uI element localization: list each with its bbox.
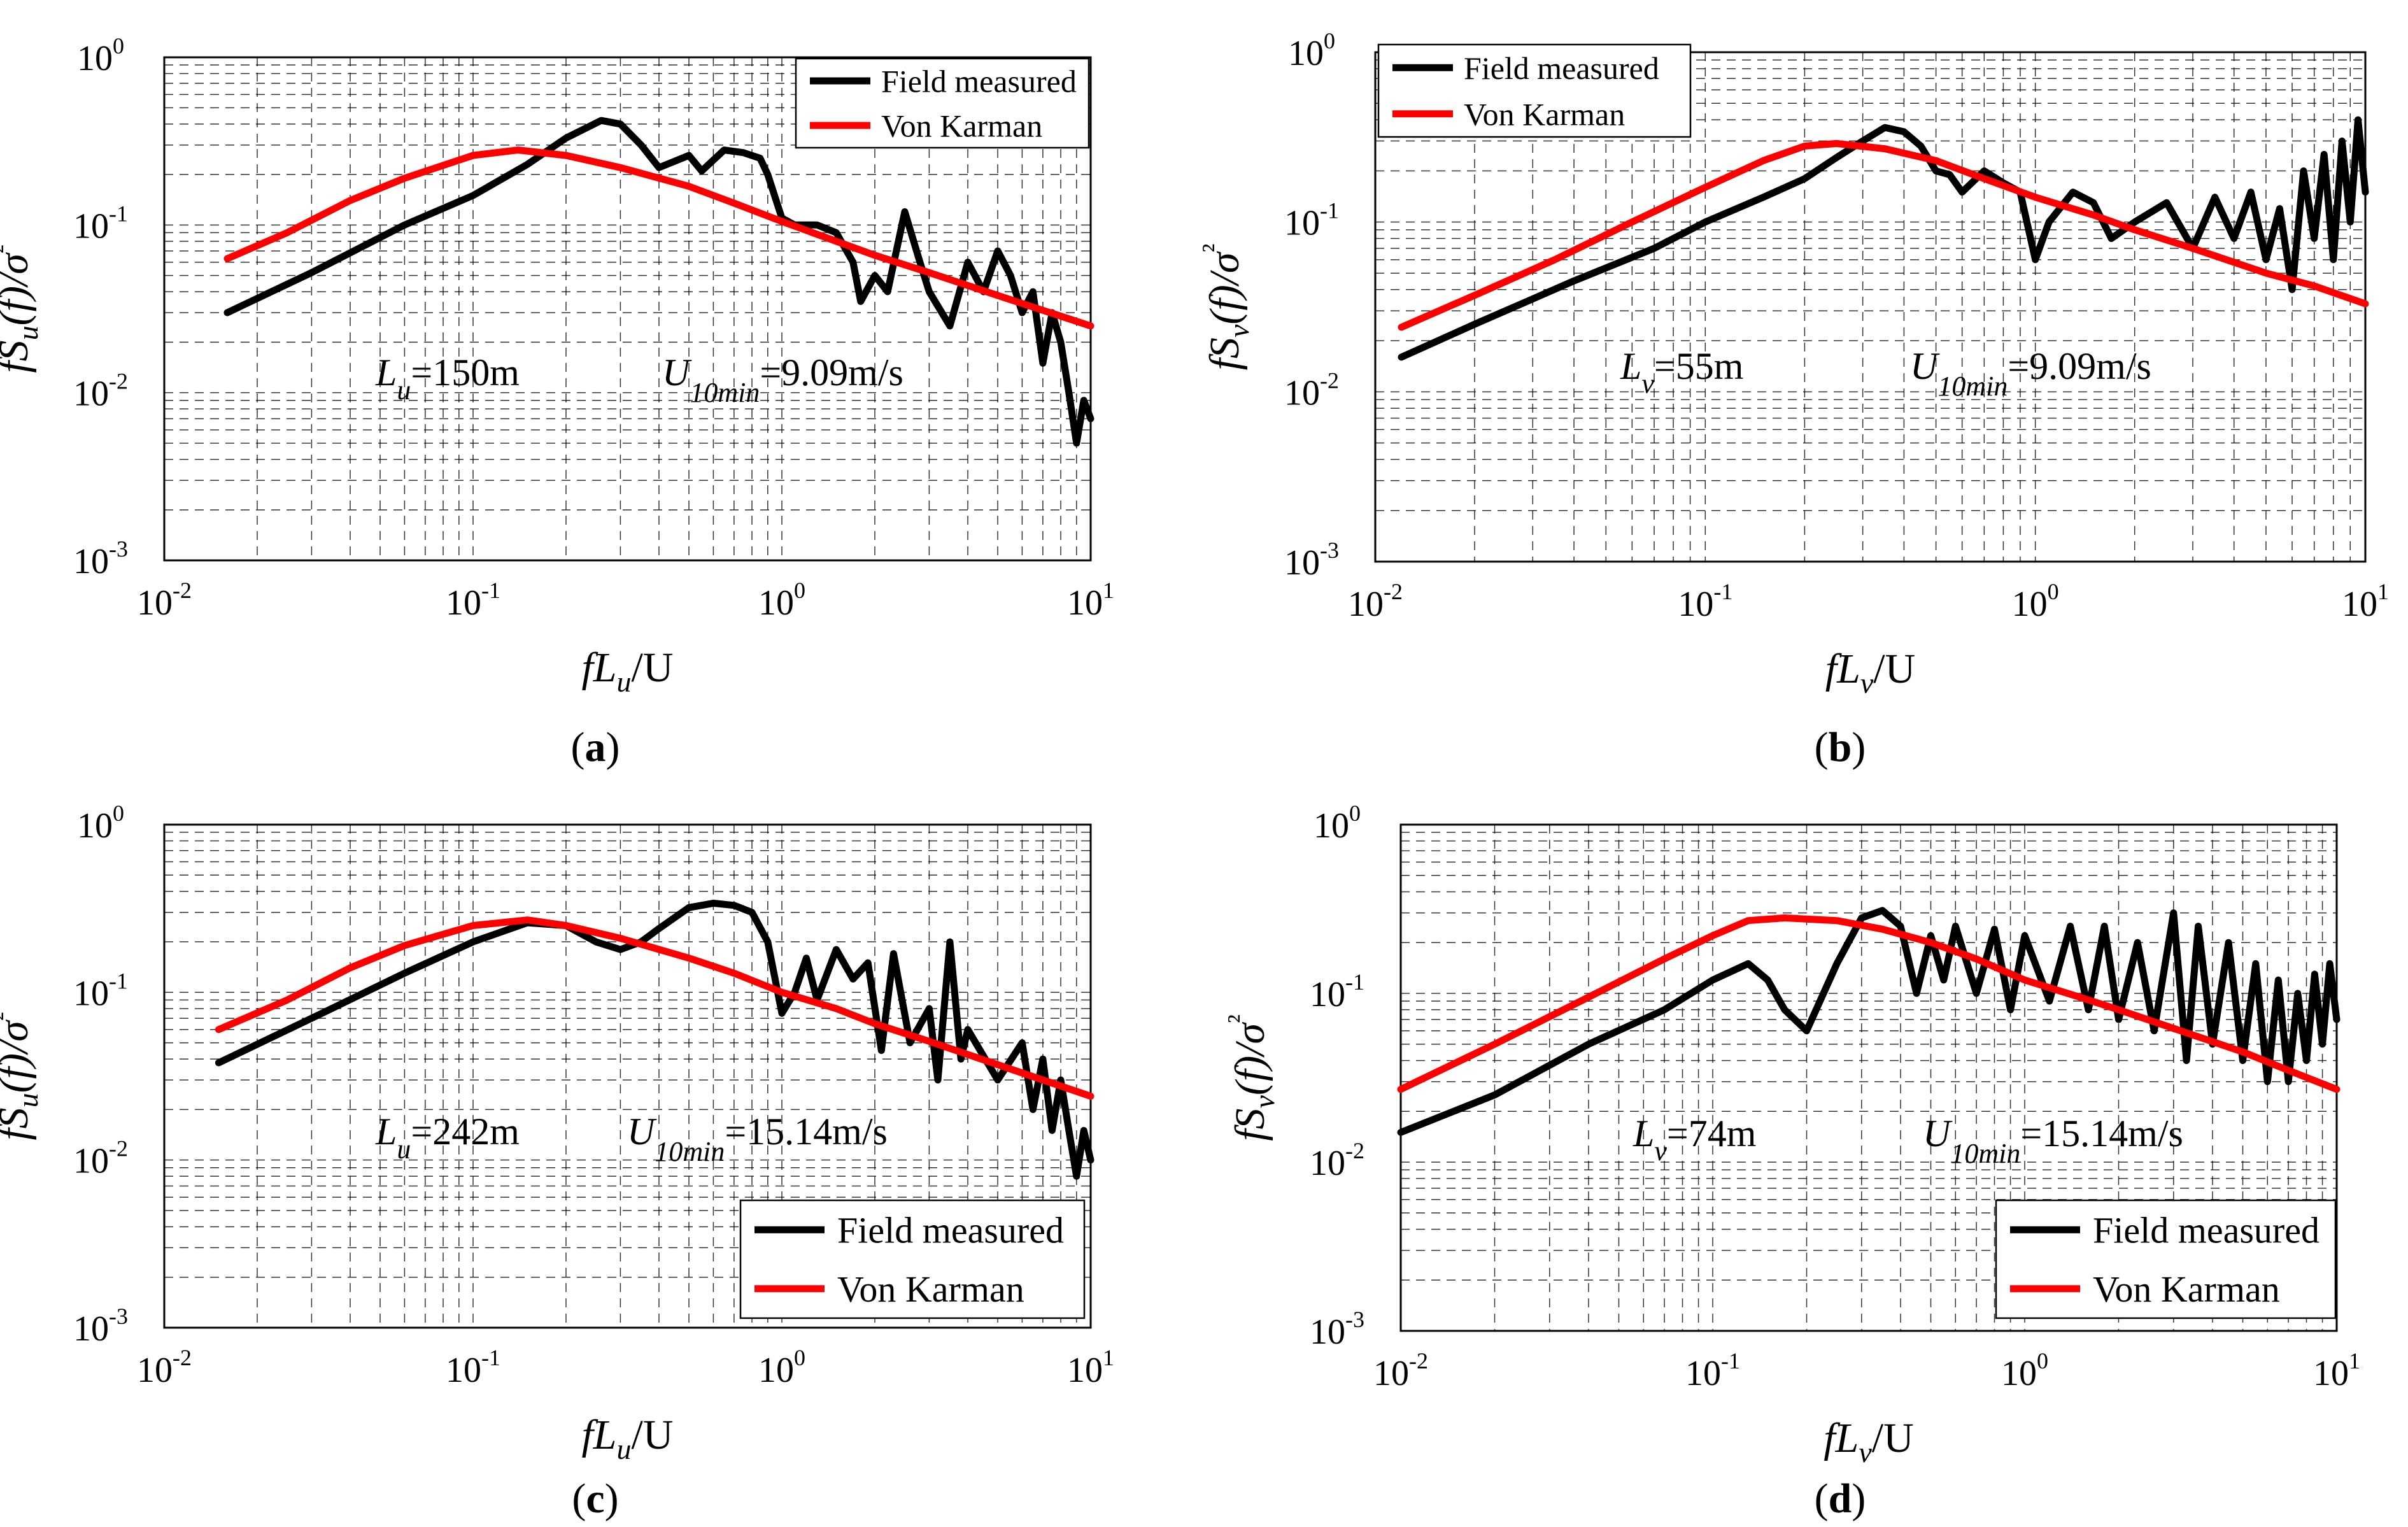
x-axis-label: fLu/U	[581, 644, 673, 698]
y-tick-label: 10-2	[73, 1136, 128, 1181]
y-tick-label: 100	[77, 33, 124, 78]
legend-entry: Von Karman	[2093, 1268, 2280, 1310]
legend-box	[739, 1199, 1086, 1319]
mean-wind-speed-annotation: U10min=15.14m/s	[1923, 1112, 2183, 1169]
legend-entry: Von Karman	[837, 1268, 1024, 1310]
field-measured-line	[1397, 907, 2341, 1136]
x-tick-label: 10-2	[1348, 579, 1403, 624]
plot-frame	[163, 823, 1092, 1329]
y-tick-label: 10-2	[1284, 367, 1339, 413]
y-axis-label: fSu(f)/σ²	[0, 245, 44, 373]
x-tick-label: 100	[758, 578, 805, 623]
x-tick-label: 101	[1067, 1345, 1114, 1390]
x-tick-label: 10-2	[137, 1345, 192, 1390]
y-tick-label: 100	[77, 800, 124, 846]
x-tick-label: 101	[2342, 579, 2389, 624]
panel-caption: (c)	[572, 1475, 618, 1522]
field-measured-line	[223, 117, 1094, 447]
x-tick-label: 101	[2313, 1348, 2360, 1393]
field-measured-line	[215, 899, 1094, 1180]
x-axis-label: fLv/U	[1825, 646, 1915, 699]
x-axis-label: fLv/U	[1824, 1415, 1913, 1468]
mean-wind-speed-annotation: U10min=9.09m/s	[1910, 345, 2151, 402]
panel-a: 10-2 10-1 100 10110-310-210-1100fLu/UfSu(f)…	[0, 33, 1114, 771]
panel-caption: (a)	[571, 724, 620, 771]
legend-entry: Field measured	[1464, 50, 1659, 86]
legend-entry: Von Karman	[881, 108, 1042, 144]
legend-box	[1995, 1199, 2337, 1319]
x-tick-label: 100	[758, 1345, 805, 1390]
plot-frame	[1399, 823, 2338, 1332]
y-tick-label: 10-3	[1284, 537, 1339, 583]
legend: Field measured Von Karman	[739, 1199, 1086, 1319]
von-karman-line	[223, 146, 1094, 330]
length-scale-annotation: Lv=55m	[1620, 345, 1743, 399]
von-karman-line	[1397, 914, 2341, 1093]
y-tick-label: 10-2	[73, 369, 128, 414]
y-tick-label: 10-3	[73, 1303, 128, 1349]
panel-c: 10-2 10-1 100 10110-310-210-1100fLu/UfSu(f)…	[0, 800, 1114, 1522]
length-scale-annotation: Lu=242m	[375, 1111, 520, 1165]
von-karman-line	[215, 916, 1094, 1100]
legend-entry: Field measured	[837, 1210, 1064, 1251]
legend: Field measured Von Karman	[795, 57, 1090, 149]
mean-wind-speed-annotation: U10min=9.09m/s	[662, 352, 903, 408]
x-axis-label: fLu/U	[581, 1412, 673, 1465]
legend-box	[1377, 43, 1692, 138]
y-axis-label: fSu(f)/σ²	[0, 1012, 44, 1140]
mean-wind-speed-annotation: U10min=15.14m/s	[627, 1111, 888, 1167]
x-tick-label: 10-1	[446, 578, 500, 623]
legend-entry: Field measured	[881, 64, 1077, 99]
length-scale-annotation: Lv=74m	[1632, 1112, 1756, 1167]
legend: Field measured Von Karman	[1377, 43, 1692, 138]
grid	[164, 825, 1091, 1328]
plot-frame	[163, 56, 1092, 562]
y-tick-label: 10-1	[1310, 969, 1364, 1014]
legend-entry: Von Karman	[1464, 96, 1625, 132]
panel-d: 10-2 10-1 100 10110-310-210-1100fLv/UfSv(f)…	[1221, 800, 2360, 1522]
x-tick-label: 10-2	[137, 578, 192, 623]
y-tick-label: 100	[1314, 800, 1361, 846]
legend-box	[795, 57, 1090, 149]
x-tick-label: 10-1	[446, 1345, 500, 1390]
x-tick-label: 100	[2001, 1348, 2048, 1393]
x-tick-label: 10-1	[1678, 579, 1732, 624]
panel-caption: (d)	[1815, 1475, 1866, 1522]
y-tick-label: 10-3	[1310, 1307, 1364, 1352]
y-axis-label: fSv(f)/σ²	[1196, 244, 1255, 371]
von-karman-line	[1398, 139, 2369, 331]
panel-caption: (b)	[1815, 724, 1866, 771]
y-tick-label: 100	[1288, 28, 1335, 73]
y-tick-label: 10-3	[73, 536, 128, 581]
panel-b: 10-2 10-1 100 10110-310-210-1100fLv/UfSv(f)…	[1196, 28, 2389, 771]
length-scale-annotation: Lu=150m	[375, 352, 520, 406]
y-tick-label: 10-2	[1310, 1138, 1364, 1183]
x-tick-label: 101	[1067, 578, 1114, 623]
legend-entry: Field measured	[2093, 1210, 2319, 1251]
y-tick-label: 10-1	[73, 201, 128, 246]
y-tick-label: 10-1	[1284, 198, 1339, 243]
x-tick-label: 100	[2012, 579, 2059, 624]
y-tick-label: 10-1	[73, 968, 128, 1013]
grid	[1375, 52, 2365, 562]
legend: Field measured Von Karman	[1995, 1199, 2337, 1319]
x-tick-label: 10-1	[1685, 1348, 1740, 1393]
x-tick-label: 10-2	[1373, 1348, 1428, 1393]
y-axis-label: fSv(f)/σ²	[1221, 1014, 1280, 1141]
